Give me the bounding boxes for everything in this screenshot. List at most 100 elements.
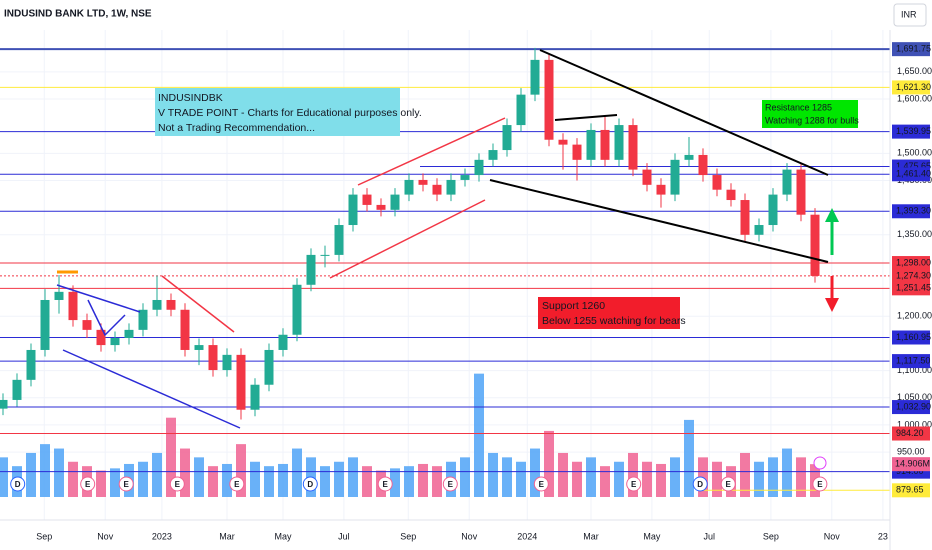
volume-bar	[390, 468, 400, 497]
candle-body	[586, 129, 596, 160]
candle-body	[810, 214, 820, 276]
volume-bar	[740, 452, 750, 497]
candle-body	[446, 179, 456, 195]
candle-body	[250, 384, 260, 410]
volume-bar	[236, 444, 246, 497]
info-text: V TRADE POINT - Charts for Educational p…	[158, 107, 422, 119]
info-text: INDUSINDBK	[158, 92, 223, 104]
candle-body	[740, 200, 750, 235]
currency-label[interactable]: INR	[901, 9, 917, 19]
volume-bar	[334, 461, 344, 497]
volume-bar	[502, 457, 512, 497]
level-label: 1,461.40	[896, 169, 931, 179]
x-tick-label: May	[643, 531, 661, 541]
candle-body	[432, 184, 442, 195]
candle-body	[488, 150, 498, 160]
level-label-box	[892, 281, 930, 296]
x-tick-label: Mar	[219, 531, 235, 541]
volume-bar	[754, 461, 764, 497]
volume-bar	[418, 463, 428, 497]
level-label: 1,298.00	[896, 257, 931, 267]
trendline	[161, 275, 235, 333]
candle-body	[222, 354, 232, 371]
event-label: E	[631, 480, 637, 489]
candle-body	[278, 334, 288, 350]
volume-bar	[138, 461, 148, 497]
candle-body	[0, 399, 8, 409]
volume-bar	[110, 468, 120, 497]
event-label: D	[697, 480, 703, 489]
level-label: 1,274.30	[896, 270, 931, 280]
x-tick-label: May	[274, 531, 292, 541]
volume-bar	[600, 466, 610, 497]
candle-body	[306, 254, 316, 285]
candle-body	[82, 320, 92, 330]
candle-body	[418, 179, 428, 185]
event-icon	[720, 476, 736, 492]
candle-body	[236, 354, 246, 410]
resistance-box	[762, 100, 858, 128]
event-label: E	[234, 480, 240, 489]
candle-body	[698, 154, 708, 176]
x-tick-label: 2024	[517, 531, 537, 541]
volume-bar	[264, 466, 274, 497]
event-icon	[533, 476, 549, 492]
volume-bar	[0, 457, 8, 497]
level-label-box	[892, 80, 930, 95]
candle-body	[208, 345, 218, 371]
candle-body	[362, 194, 372, 205]
event-icon	[812, 476, 828, 492]
info-box	[155, 88, 400, 136]
candle-body	[12, 379, 22, 400]
candle-body	[152, 299, 162, 310]
support-text: Support 1260	[542, 300, 605, 312]
event-label: D	[307, 480, 313, 489]
resistance-text: Resistance 1285	[765, 102, 832, 112]
volume-bar	[68, 461, 78, 497]
y-tick-label: 1,000.00	[897, 419, 932, 429]
x-tick-label: Mar	[583, 531, 599, 541]
trendline	[56, 284, 141, 313]
x-tick-label: Jul	[704, 531, 716, 541]
candle-body	[530, 59, 540, 95]
volume-bar	[516, 461, 526, 497]
candle-body	[348, 194, 358, 226]
level-label-box	[892, 167, 930, 182]
currency-button[interactable]	[893, 3, 927, 27]
candle-body	[194, 345, 204, 350]
candle-body	[656, 184, 666, 195]
volume-bar	[208, 466, 218, 497]
volume-bar	[194, 457, 204, 497]
level-label: 1,691.75	[896, 44, 931, 54]
level-label-box	[892, 124, 930, 139]
level-label: 1,475.65	[896, 161, 931, 171]
candle-body	[516, 94, 526, 126]
event-label: E	[383, 480, 389, 489]
trendline	[489, 179, 829, 263]
volume-bar	[782, 448, 792, 497]
candle-body	[642, 169, 652, 185]
event-label: E	[85, 480, 91, 489]
candle-body	[614, 125, 624, 160]
candle-body	[264, 349, 274, 385]
candle-body	[726, 189, 736, 201]
resistance-text: Watching 1288 for bulls	[765, 115, 859, 125]
x-tick-label: Nov	[461, 531, 478, 541]
level-label-box	[892, 204, 930, 219]
volume-bar	[292, 448, 302, 497]
x-tick-label: Nov	[97, 531, 114, 541]
volume-label: 14.906M	[895, 459, 930, 469]
volume-bar	[586, 457, 596, 497]
candle-body	[768, 194, 778, 226]
volume-bar	[558, 452, 568, 497]
volume-bar	[544, 430, 554, 497]
event-icon	[229, 476, 245, 492]
candle-body	[96, 329, 106, 346]
y-tick-label: 1,100.00	[897, 365, 932, 375]
trendline	[62, 349, 241, 429]
y-tick-label: 1,050.00	[897, 392, 932, 402]
event-icon	[118, 476, 134, 492]
candle-body	[474, 159, 484, 176]
